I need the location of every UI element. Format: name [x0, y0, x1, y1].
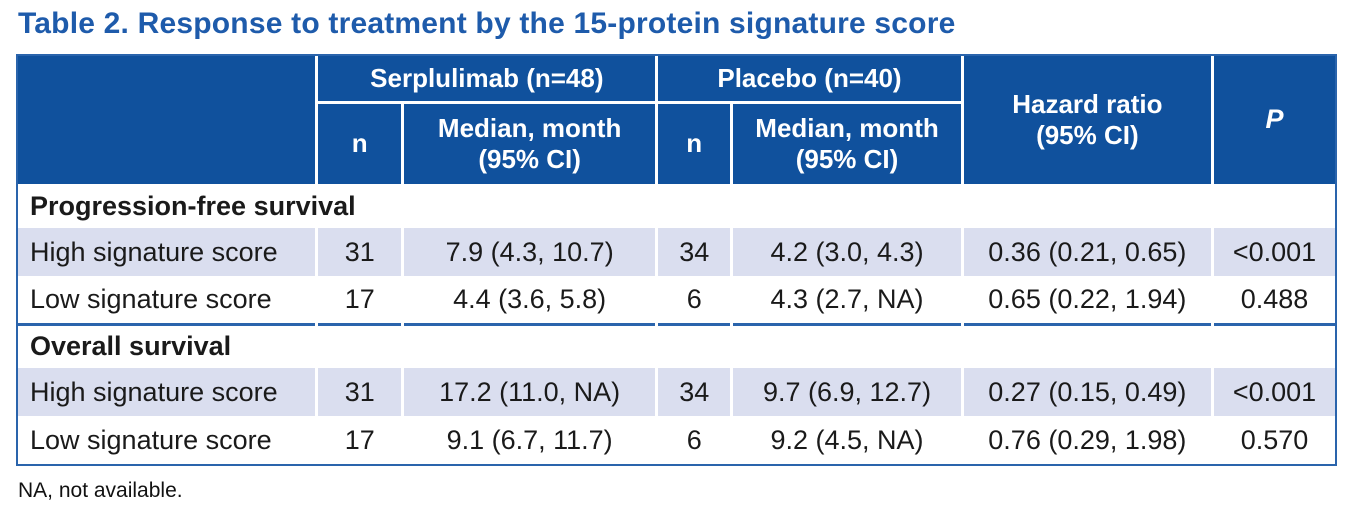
- cell-serplulimab-median: 7.9 (4.3, 10.7): [401, 228, 657, 276]
- cell-placebo-n: 34: [655, 368, 732, 416]
- cell-serplulimab-n: 17: [315, 276, 403, 324]
- table-title: Table 2. Response to treatment by the 15…: [18, 7, 956, 40]
- header-group-serplulimab: Serplulimab (n=48): [315, 56, 657, 102]
- section-header-os: Overall survival: [18, 322, 1335, 368]
- row-label: High signature score: [18, 228, 317, 276]
- cell-serplulimab-n: 31: [315, 228, 403, 276]
- header-median-placebo: Median, month (95% CI): [730, 100, 963, 184]
- row-pfs-high: High signature score 31 7.9 (4.3, 10.7) …: [18, 228, 1335, 276]
- cell-serplulimab-n: 17: [315, 416, 403, 464]
- cell-serplulimab-n: 31: [315, 368, 403, 416]
- cell-p-value: <0.001: [1210, 368, 1335, 416]
- header-n-placebo: n: [655, 100, 732, 184]
- cell-placebo-median: 4.3 (2.7, NA): [730, 276, 963, 324]
- cell-placebo-n: 34: [655, 228, 732, 276]
- cell-p-value: <0.001: [1210, 228, 1335, 276]
- section-label-os: Overall survival: [18, 322, 1335, 368]
- cell-p-value: 0.488: [1210, 276, 1335, 324]
- header-median-serplulimab: Median, month (95% CI): [401, 100, 657, 184]
- results-table: Serplulimab (n=48) Placebo (n=40) Hazard…: [18, 56, 1335, 464]
- table-footnote: NA, not available.: [18, 479, 183, 502]
- row-label: Low signature score: [18, 276, 317, 324]
- cell-placebo-median: 9.7 (6.9, 12.7): [730, 368, 963, 416]
- header-p: P: [1210, 56, 1335, 184]
- cell-placebo-median: 4.2 (3.0, 4.3): [730, 228, 963, 276]
- table-header: Serplulimab (n=48) Placebo (n=40) Hazard…: [18, 56, 1335, 184]
- cell-serplulimab-median: 4.4 (3.6, 5.8): [401, 276, 657, 324]
- cell-placebo-n: 6: [655, 276, 732, 324]
- cell-serplulimab-median: 9.1 (6.7, 11.7): [401, 416, 657, 464]
- header-group-placebo: Placebo (n=40): [655, 56, 963, 102]
- cell-hazard-ratio: 0.65 (0.22, 1.94): [960, 276, 1213, 324]
- row-label: High signature score: [18, 368, 317, 416]
- results-table-frame: Serplulimab (n=48) Placebo (n=40) Hazard…: [16, 54, 1337, 466]
- row-pfs-low: Low signature score 17 4.4 (3.6, 5.8) 6 …: [18, 276, 1335, 324]
- cell-placebo-n: 6: [655, 416, 732, 464]
- cell-hazard-ratio: 0.36 (0.21, 0.65): [960, 228, 1213, 276]
- cell-serplulimab-median: 17.2 (11.0, NA): [401, 368, 657, 416]
- header-sub-row: n Median, month (95% CI) n Median, month…: [18, 100, 1335, 184]
- cell-hazard-ratio: 0.76 (0.29, 1.98): [960, 416, 1213, 464]
- header-hazard-ratio: Hazard ratio (95% CI): [960, 56, 1213, 184]
- cell-p-value: 0.570: [1210, 416, 1335, 464]
- row-os-low: Low signature score 17 9.1 (6.7, 11.7) 6…: [18, 416, 1335, 464]
- section-label-pfs: Progression-free survival: [18, 184, 1335, 228]
- table-body: Progression-free survival High signature…: [18, 184, 1335, 464]
- header-corner-cell: [18, 56, 317, 184]
- header-n-serplulimab: n: [315, 100, 403, 184]
- cell-hazard-ratio: 0.27 (0.15, 0.49): [960, 368, 1213, 416]
- header-group-row: Serplulimab (n=48) Placebo (n=40) Hazard…: [18, 56, 1335, 184]
- cell-placebo-median: 9.2 (4.5, NA): [730, 416, 963, 464]
- section-header-pfs: Progression-free survival: [18, 184, 1335, 228]
- row-label: Low signature score: [18, 416, 317, 464]
- row-os-high: High signature score 31 17.2 (11.0, NA) …: [18, 368, 1335, 416]
